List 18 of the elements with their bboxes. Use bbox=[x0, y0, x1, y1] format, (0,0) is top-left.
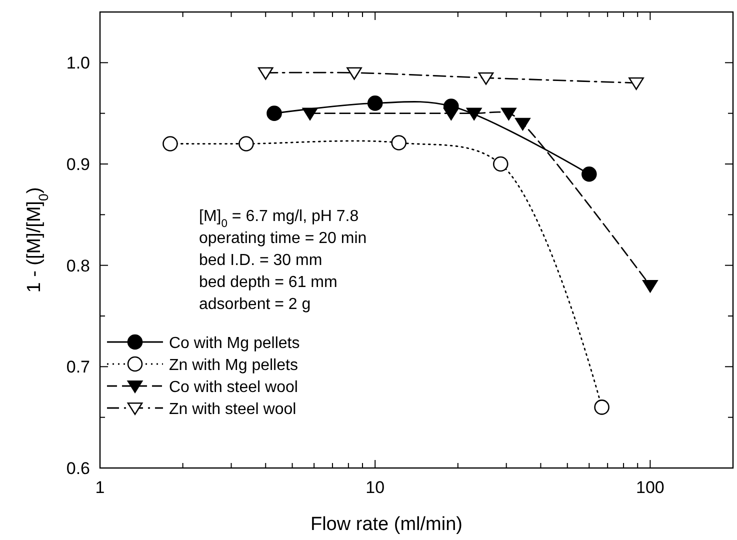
x-tick-label: 1 bbox=[95, 478, 105, 497]
legend-label: Zn with steel wool bbox=[169, 401, 296, 418]
x-tick-label: 100 bbox=[636, 478, 664, 497]
annotation: [M]$_{0}$ = 6.7 mg/l, pH 7.8 bbox=[199, 208, 359, 230]
y-tick-label: 0.6 bbox=[66, 459, 90, 478]
annotation: bed depth = 61 mm bbox=[199, 274, 338, 291]
x-axis-title: Flow rate (ml/min) bbox=[310, 514, 463, 535]
annotation: operating time = 20 min bbox=[199, 230, 367, 247]
y-tick-label: 0.8 bbox=[66, 256, 90, 276]
y-tick-label: 1.0 bbox=[66, 54, 90, 73]
y-tick-label: 0.9 bbox=[66, 155, 90, 174]
y-tick-label: 0.7 bbox=[66, 358, 90, 377]
legend-label: Co with steel wool bbox=[169, 379, 298, 396]
annotation: adsorbent = 2 g bbox=[199, 296, 311, 313]
annotation: bed I.D. = 30 mm bbox=[199, 252, 322, 269]
x-tick-label: 10 bbox=[366, 478, 385, 497]
legend-label: Zn with Mg pellets bbox=[169, 357, 298, 374]
legend-label: Co with Mg pellets bbox=[169, 335, 300, 352]
